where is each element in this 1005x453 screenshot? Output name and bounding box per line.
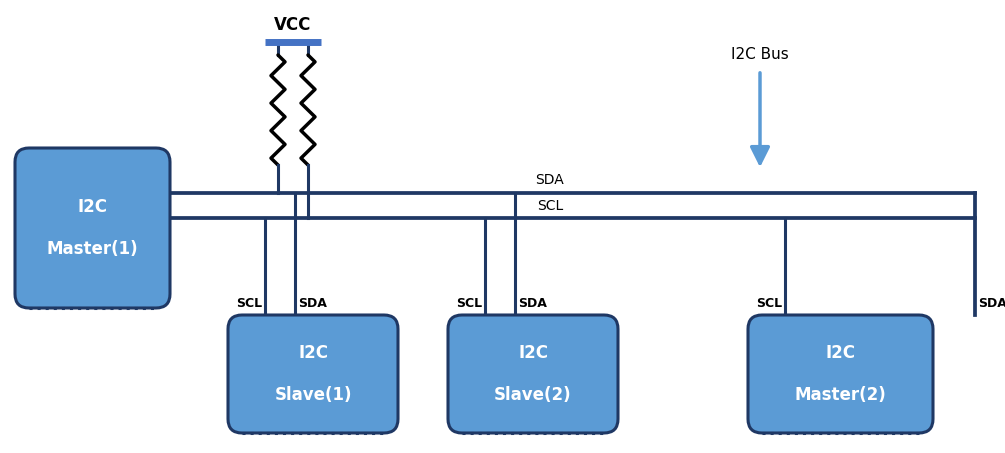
Text: I2C

Master(1): I2C Master(1) — [46, 198, 139, 258]
Text: SCL: SCL — [756, 297, 782, 310]
Text: SDA: SDA — [978, 297, 1005, 310]
Text: SDA: SDA — [536, 173, 565, 187]
Text: I2C

Slave(2): I2C Slave(2) — [494, 344, 572, 404]
Text: I2C

Slave(1): I2C Slave(1) — [274, 344, 352, 404]
FancyBboxPatch shape — [228, 315, 398, 433]
Text: SCL: SCL — [236, 297, 262, 310]
Text: VCC: VCC — [274, 16, 312, 34]
Text: I2C Bus: I2C Bus — [731, 47, 789, 62]
FancyBboxPatch shape — [15, 148, 170, 308]
Text: I2C

Master(2): I2C Master(2) — [795, 344, 886, 404]
Text: SDA: SDA — [298, 297, 327, 310]
FancyBboxPatch shape — [748, 315, 933, 433]
FancyBboxPatch shape — [448, 315, 618, 433]
Text: SCL: SCL — [537, 199, 563, 213]
Text: SCL: SCL — [456, 297, 482, 310]
Text: SDA: SDA — [518, 297, 547, 310]
